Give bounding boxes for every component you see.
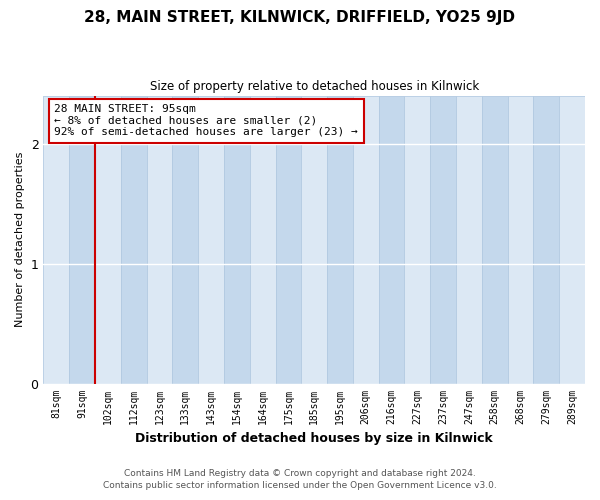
Bar	[301, 96, 327, 384]
Bar	[404, 96, 430, 384]
Bar	[275, 96, 301, 384]
Bar	[533, 96, 559, 384]
Bar	[95, 96, 121, 384]
Bar	[224, 96, 250, 384]
Text: Contains HM Land Registry data © Crown copyright and database right 2024.
Contai: Contains HM Land Registry data © Crown c…	[103, 468, 497, 490]
Bar	[482, 96, 508, 384]
Bar	[327, 96, 353, 384]
Bar	[146, 96, 172, 384]
Bar	[69, 96, 95, 384]
Bar	[353, 96, 379, 384]
Bar	[250, 96, 275, 384]
Text: 28 MAIN STREET: 95sqm
← 8% of detached houses are smaller (2)
92% of semi-detach: 28 MAIN STREET: 95sqm ← 8% of detached h…	[54, 104, 358, 138]
Bar	[121, 96, 146, 384]
Y-axis label: Number of detached properties: Number of detached properties	[15, 152, 25, 327]
Text: 28, MAIN STREET, KILNWICK, DRIFFIELD, YO25 9JD: 28, MAIN STREET, KILNWICK, DRIFFIELD, YO…	[85, 10, 515, 25]
Title: Size of property relative to detached houses in Kilnwick: Size of property relative to detached ho…	[149, 80, 479, 93]
Bar	[198, 96, 224, 384]
Bar	[508, 96, 533, 384]
Bar	[43, 96, 69, 384]
Bar	[456, 96, 482, 384]
Bar	[379, 96, 404, 384]
Bar	[430, 96, 456, 384]
Bar	[559, 96, 585, 384]
X-axis label: Distribution of detached houses by size in Kilnwick: Distribution of detached houses by size …	[136, 432, 493, 445]
Bar	[172, 96, 198, 384]
